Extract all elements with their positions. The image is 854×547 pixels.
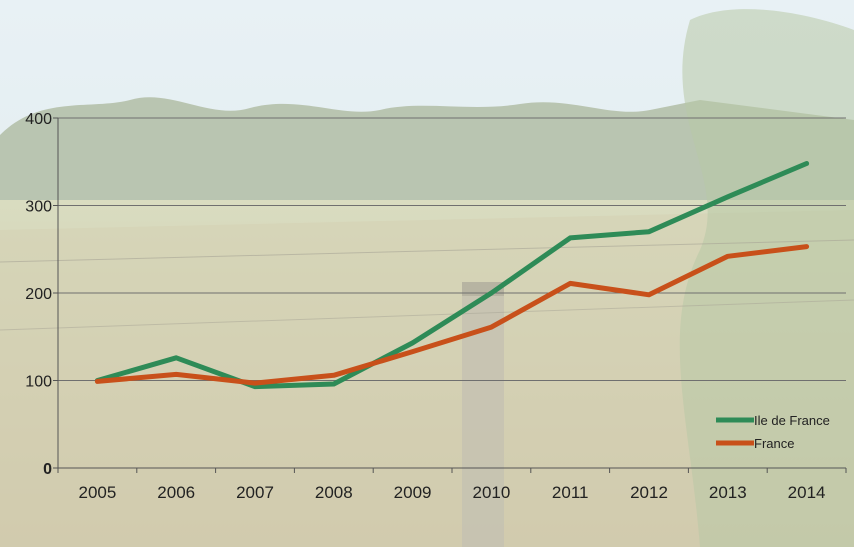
gridlines [58,117,846,381]
series-line-ile-de-france [94,161,810,390]
y-tick-label: 200 [25,286,52,303]
y-tick-label: 400 [25,111,52,128]
legend: Ile de France France [716,413,830,451]
axes: 0 100 200 300 400 2005 2006 2007 2008 2009 2010 201… [25,111,847,502]
x-tick-label-2006: 2006 [157,483,195,502]
x-tick-label-2013: 2013 [709,483,747,502]
y-tick-label: 300 [25,199,52,216]
x-tick-label-2009: 2009 [394,483,432,502]
legend-label-1: France [754,436,794,451]
series-line-france [94,244,810,386]
x-tick-label-2014: 2014 [788,483,826,502]
x-tick-label-2011: 2011 [552,483,589,502]
x-tick-label-2010: 2010 [472,483,510,502]
x-tick-label-2005: 2005 [78,483,116,502]
series-lines [94,161,810,390]
y-tick-label: 0 [43,461,52,478]
legend-label-0: Ile de France [754,413,830,428]
y-tick-label: 100 [25,374,52,391]
x-tick-label-2012: 2012 [630,483,668,502]
x-tick-label-2007: 2007 [236,483,274,502]
x-tick-label-2008: 2008 [315,483,353,502]
